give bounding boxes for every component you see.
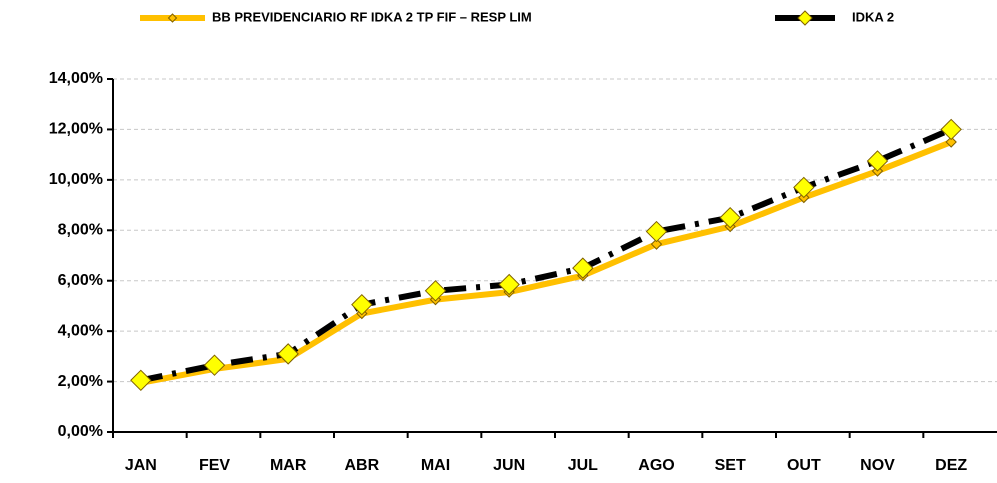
x-tick-label: MAI — [421, 457, 450, 474]
legend: BB PREVIDENCIARIO RF IDKA 2 TP FIF – RES… — [140, 9, 894, 26]
marker — [498, 273, 520, 296]
legend-marker — [167, 13, 178, 23]
y-tick-label: 2,00% — [58, 373, 103, 390]
x-tick-label: JUN — [493, 457, 525, 474]
y-tick-label: 8,00% — [58, 222, 103, 239]
legend-marker — [797, 10, 813, 26]
x-tick-label: SET — [715, 457, 746, 474]
x-tick-label: JUL — [568, 457, 598, 474]
series-line — [140, 126, 953, 384]
y-tick-label: 12,00% — [49, 121, 103, 138]
y-tick-label: 4,00% — [58, 322, 103, 339]
marker — [203, 354, 226, 376]
marker — [130, 369, 152, 392]
x-tick-label: AGO — [638, 457, 674, 474]
legend-label: BB PREVIDENCIARIO RF IDKA 2 TP FIF – RES… — [212, 9, 532, 24]
y-tick-label: 6,00% — [58, 272, 103, 289]
x-tick-label: MAR — [270, 457, 307, 474]
marker — [793, 176, 815, 199]
marker — [940, 118, 962, 141]
series-line — [140, 139, 953, 386]
x-tick-label: ABR — [344, 457, 379, 474]
marker — [351, 293, 373, 316]
legend-label: IDKA 2 — [852, 9, 894, 24]
y-tick-label: 0,00% — [58, 423, 103, 440]
marker — [650, 238, 663, 250]
x-tick-label: JAN — [125, 457, 157, 474]
x-tick-label: OUT — [787, 457, 821, 474]
y-tick-label: 14,00% — [49, 70, 103, 87]
x-tick-label: DEZ — [935, 457, 967, 474]
y-tick-label: 10,00% — [49, 171, 103, 188]
marker — [277, 343, 299, 365]
marker — [424, 280, 447, 302]
marker — [645, 220, 668, 243]
marker — [945, 136, 957, 148]
x-tick-label: FEV — [199, 457, 230, 474]
marker — [866, 150, 889, 172]
x-tick-label: NOV — [860, 457, 895, 474]
marker — [572, 257, 594, 279]
marker — [719, 206, 741, 229]
